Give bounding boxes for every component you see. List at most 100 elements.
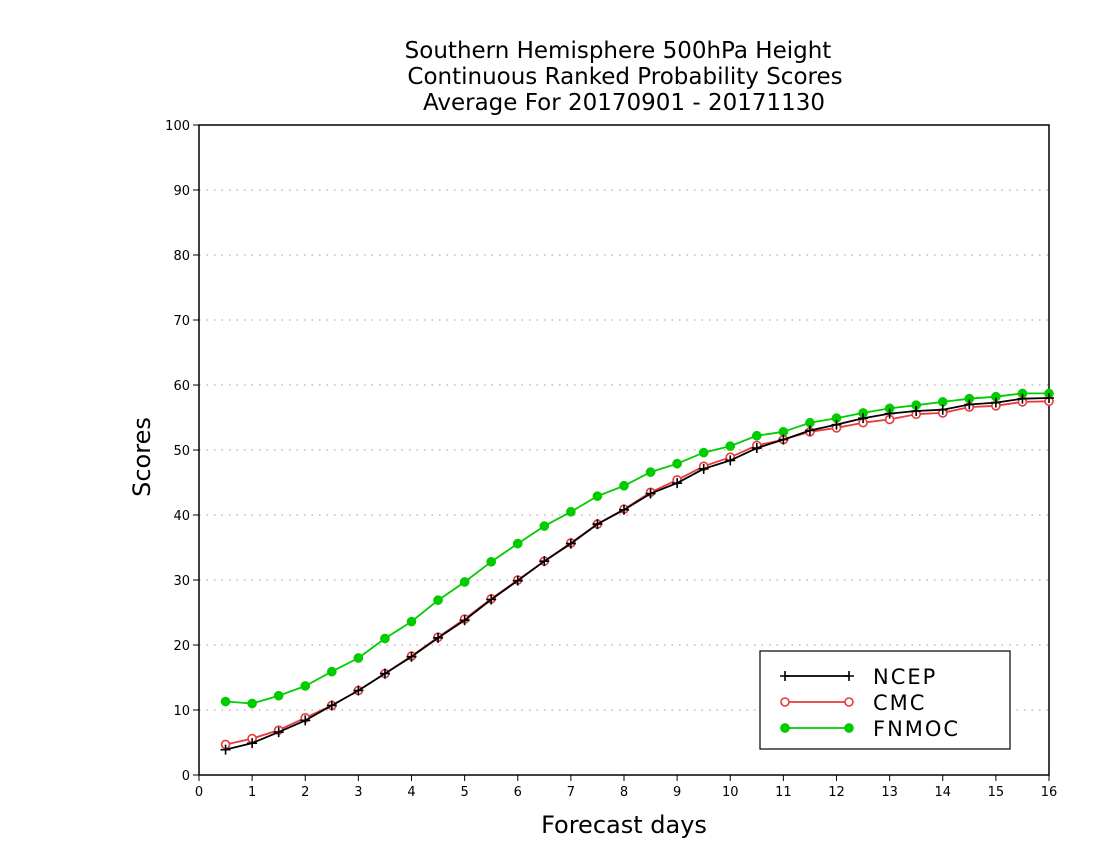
point-ncep xyxy=(273,727,284,738)
x-tick-label: 13 xyxy=(881,785,898,800)
point-ncep xyxy=(353,685,364,696)
x-tick-label: 10 xyxy=(722,785,739,800)
point-ncep xyxy=(751,443,762,454)
legend-label-ncep: NCEP xyxy=(873,665,937,689)
point-ncep xyxy=(645,488,656,499)
legend-marker-fnmoc xyxy=(844,723,854,733)
y-axis-label: Scores xyxy=(128,417,156,497)
legend-marker-ncep xyxy=(780,671,790,681)
point-fnmoc xyxy=(645,467,656,477)
legend-marker-ncep xyxy=(844,671,854,681)
y-tick-label: 40 xyxy=(173,509,190,524)
x-tick-label: 0 xyxy=(195,785,203,800)
legend-box xyxy=(759,650,1011,750)
point-fnmoc xyxy=(486,556,497,567)
x-tick-label: 3 xyxy=(354,785,362,800)
point-ncep xyxy=(831,419,842,430)
point-ncep xyxy=(220,744,231,755)
point-ncep xyxy=(858,413,869,424)
x-tick-label: 16 xyxy=(1041,785,1058,800)
point-fnmoc xyxy=(273,690,284,701)
point-ncep xyxy=(937,404,948,415)
legend-label-fnmoc: FNMOC xyxy=(873,717,960,741)
title-line-1: Southern Hemisphere 500hPa Height xyxy=(405,38,832,64)
y-tick-label: 0 xyxy=(182,769,190,784)
point-ncep xyxy=(884,408,895,419)
point-fnmoc xyxy=(380,633,390,644)
legend-marker-fnmoc xyxy=(780,723,790,733)
point-ncep xyxy=(326,700,337,711)
series-ncep xyxy=(220,393,1054,755)
x-tick-label: 15 xyxy=(988,785,1005,800)
point-ncep xyxy=(1044,393,1054,403)
point-ncep xyxy=(990,397,1001,408)
legend-marker-cmc xyxy=(780,697,790,707)
point-ncep xyxy=(592,519,603,530)
point-ncep xyxy=(539,556,550,567)
point-fnmoc xyxy=(619,480,629,491)
x-tick-label: 14 xyxy=(934,785,951,800)
title-line-2: Continuous Ranked Probability Scores xyxy=(407,64,842,90)
chart-title: Southern Hemisphere 500hPa Height Contin… xyxy=(405,38,843,116)
point-fnmoc xyxy=(725,441,736,451)
series-fnmoc xyxy=(220,388,1054,709)
point-ncep xyxy=(486,594,497,605)
y-tick-label: 20 xyxy=(173,639,190,654)
point-ncep xyxy=(778,434,789,445)
x-tick-label: 12 xyxy=(828,785,845,800)
y-tick-label: 30 xyxy=(173,574,190,589)
point-ncep xyxy=(1017,393,1028,404)
point-ncep xyxy=(964,399,975,410)
point-fnmoc xyxy=(300,681,311,691)
point-ncep xyxy=(433,632,444,643)
x-tick-label: 8 xyxy=(620,785,628,800)
series-layer xyxy=(220,388,1054,755)
legend-marker-cmc xyxy=(844,697,854,707)
point-fnmoc xyxy=(459,577,470,587)
title-line-3: Average For 20170901 - 20171130 xyxy=(423,90,825,116)
y-tick-label: 60 xyxy=(173,379,190,394)
x-tick-label: 9 xyxy=(673,785,681,800)
point-ncep xyxy=(698,463,709,474)
point-fnmoc xyxy=(592,491,603,501)
x-tick-label: 6 xyxy=(514,785,522,800)
y-tick-label: 70 xyxy=(173,314,190,329)
point-ncep xyxy=(672,478,683,489)
point-fnmoc xyxy=(566,506,576,517)
point-ncep xyxy=(379,668,390,679)
y-tick-label: 50 xyxy=(173,444,190,459)
y-tick-label: 80 xyxy=(173,249,190,264)
point-fnmoc xyxy=(672,458,682,469)
point-fnmoc xyxy=(247,698,257,709)
x-axis-label: Forecast days xyxy=(541,811,707,839)
point-ncep xyxy=(512,575,523,586)
point-ncep xyxy=(911,406,922,416)
legend-label-cmc: CMC xyxy=(873,691,926,715)
point-fnmoc xyxy=(353,653,364,663)
point-fnmoc xyxy=(751,430,762,441)
point-ncep xyxy=(459,615,470,626)
x-tick-label: 11 xyxy=(775,785,792,800)
x-tick-label: 1 xyxy=(248,785,256,800)
y-tick-label: 10 xyxy=(173,704,190,719)
x-tick-label: 5 xyxy=(460,785,468,800)
point-ncep xyxy=(300,715,311,726)
point-ncep xyxy=(619,504,629,515)
point-ncep xyxy=(804,425,815,436)
point-fnmoc xyxy=(512,538,523,549)
x-tick-label: 7 xyxy=(567,785,575,800)
point-fnmoc xyxy=(406,616,417,627)
point-fnmoc xyxy=(326,666,337,677)
y-tick-label: 90 xyxy=(173,184,190,199)
point-fnmoc xyxy=(433,595,443,606)
y-tick-label: 100 xyxy=(165,119,190,134)
point-fnmoc xyxy=(539,521,550,531)
point-ncep xyxy=(725,455,736,466)
x-tick-label: 2 xyxy=(301,785,309,800)
point-ncep xyxy=(565,538,576,549)
point-fnmoc xyxy=(698,447,709,458)
point-ncep xyxy=(247,738,258,749)
